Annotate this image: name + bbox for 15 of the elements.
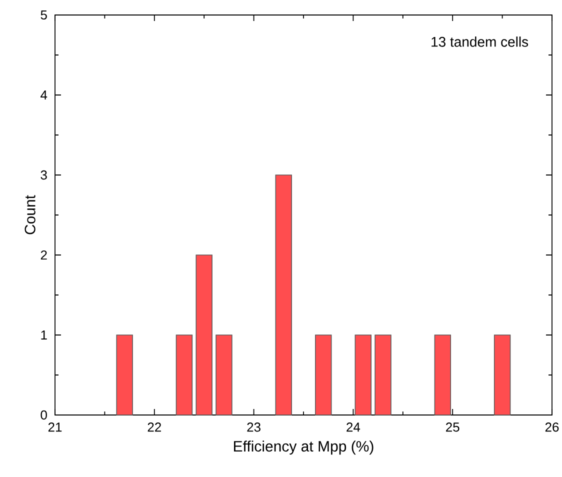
y-tick-label: 0 xyxy=(40,410,47,420)
y-axis-title: Count xyxy=(24,195,36,234)
x-axis-title: Efficiency at Mpp (%) xyxy=(234,440,374,455)
x-tick-label: 21 xyxy=(48,422,62,432)
annotation: 13 tandem cells xyxy=(432,36,528,47)
y-tick-label: 3 xyxy=(40,170,47,180)
x-tick-label: 23 xyxy=(247,422,260,432)
x-tick-label: 24 xyxy=(346,422,360,432)
y-tick-label: 5 xyxy=(40,10,47,20)
y-tick-label: 2 xyxy=(40,250,47,260)
y-tick-label: 4 xyxy=(40,90,48,100)
x-tick-label: 26 xyxy=(545,422,559,432)
y-tick-label: 1 xyxy=(41,330,47,340)
x-tick-label: 25 xyxy=(446,422,460,432)
x-tick-label: 22 xyxy=(148,422,161,432)
